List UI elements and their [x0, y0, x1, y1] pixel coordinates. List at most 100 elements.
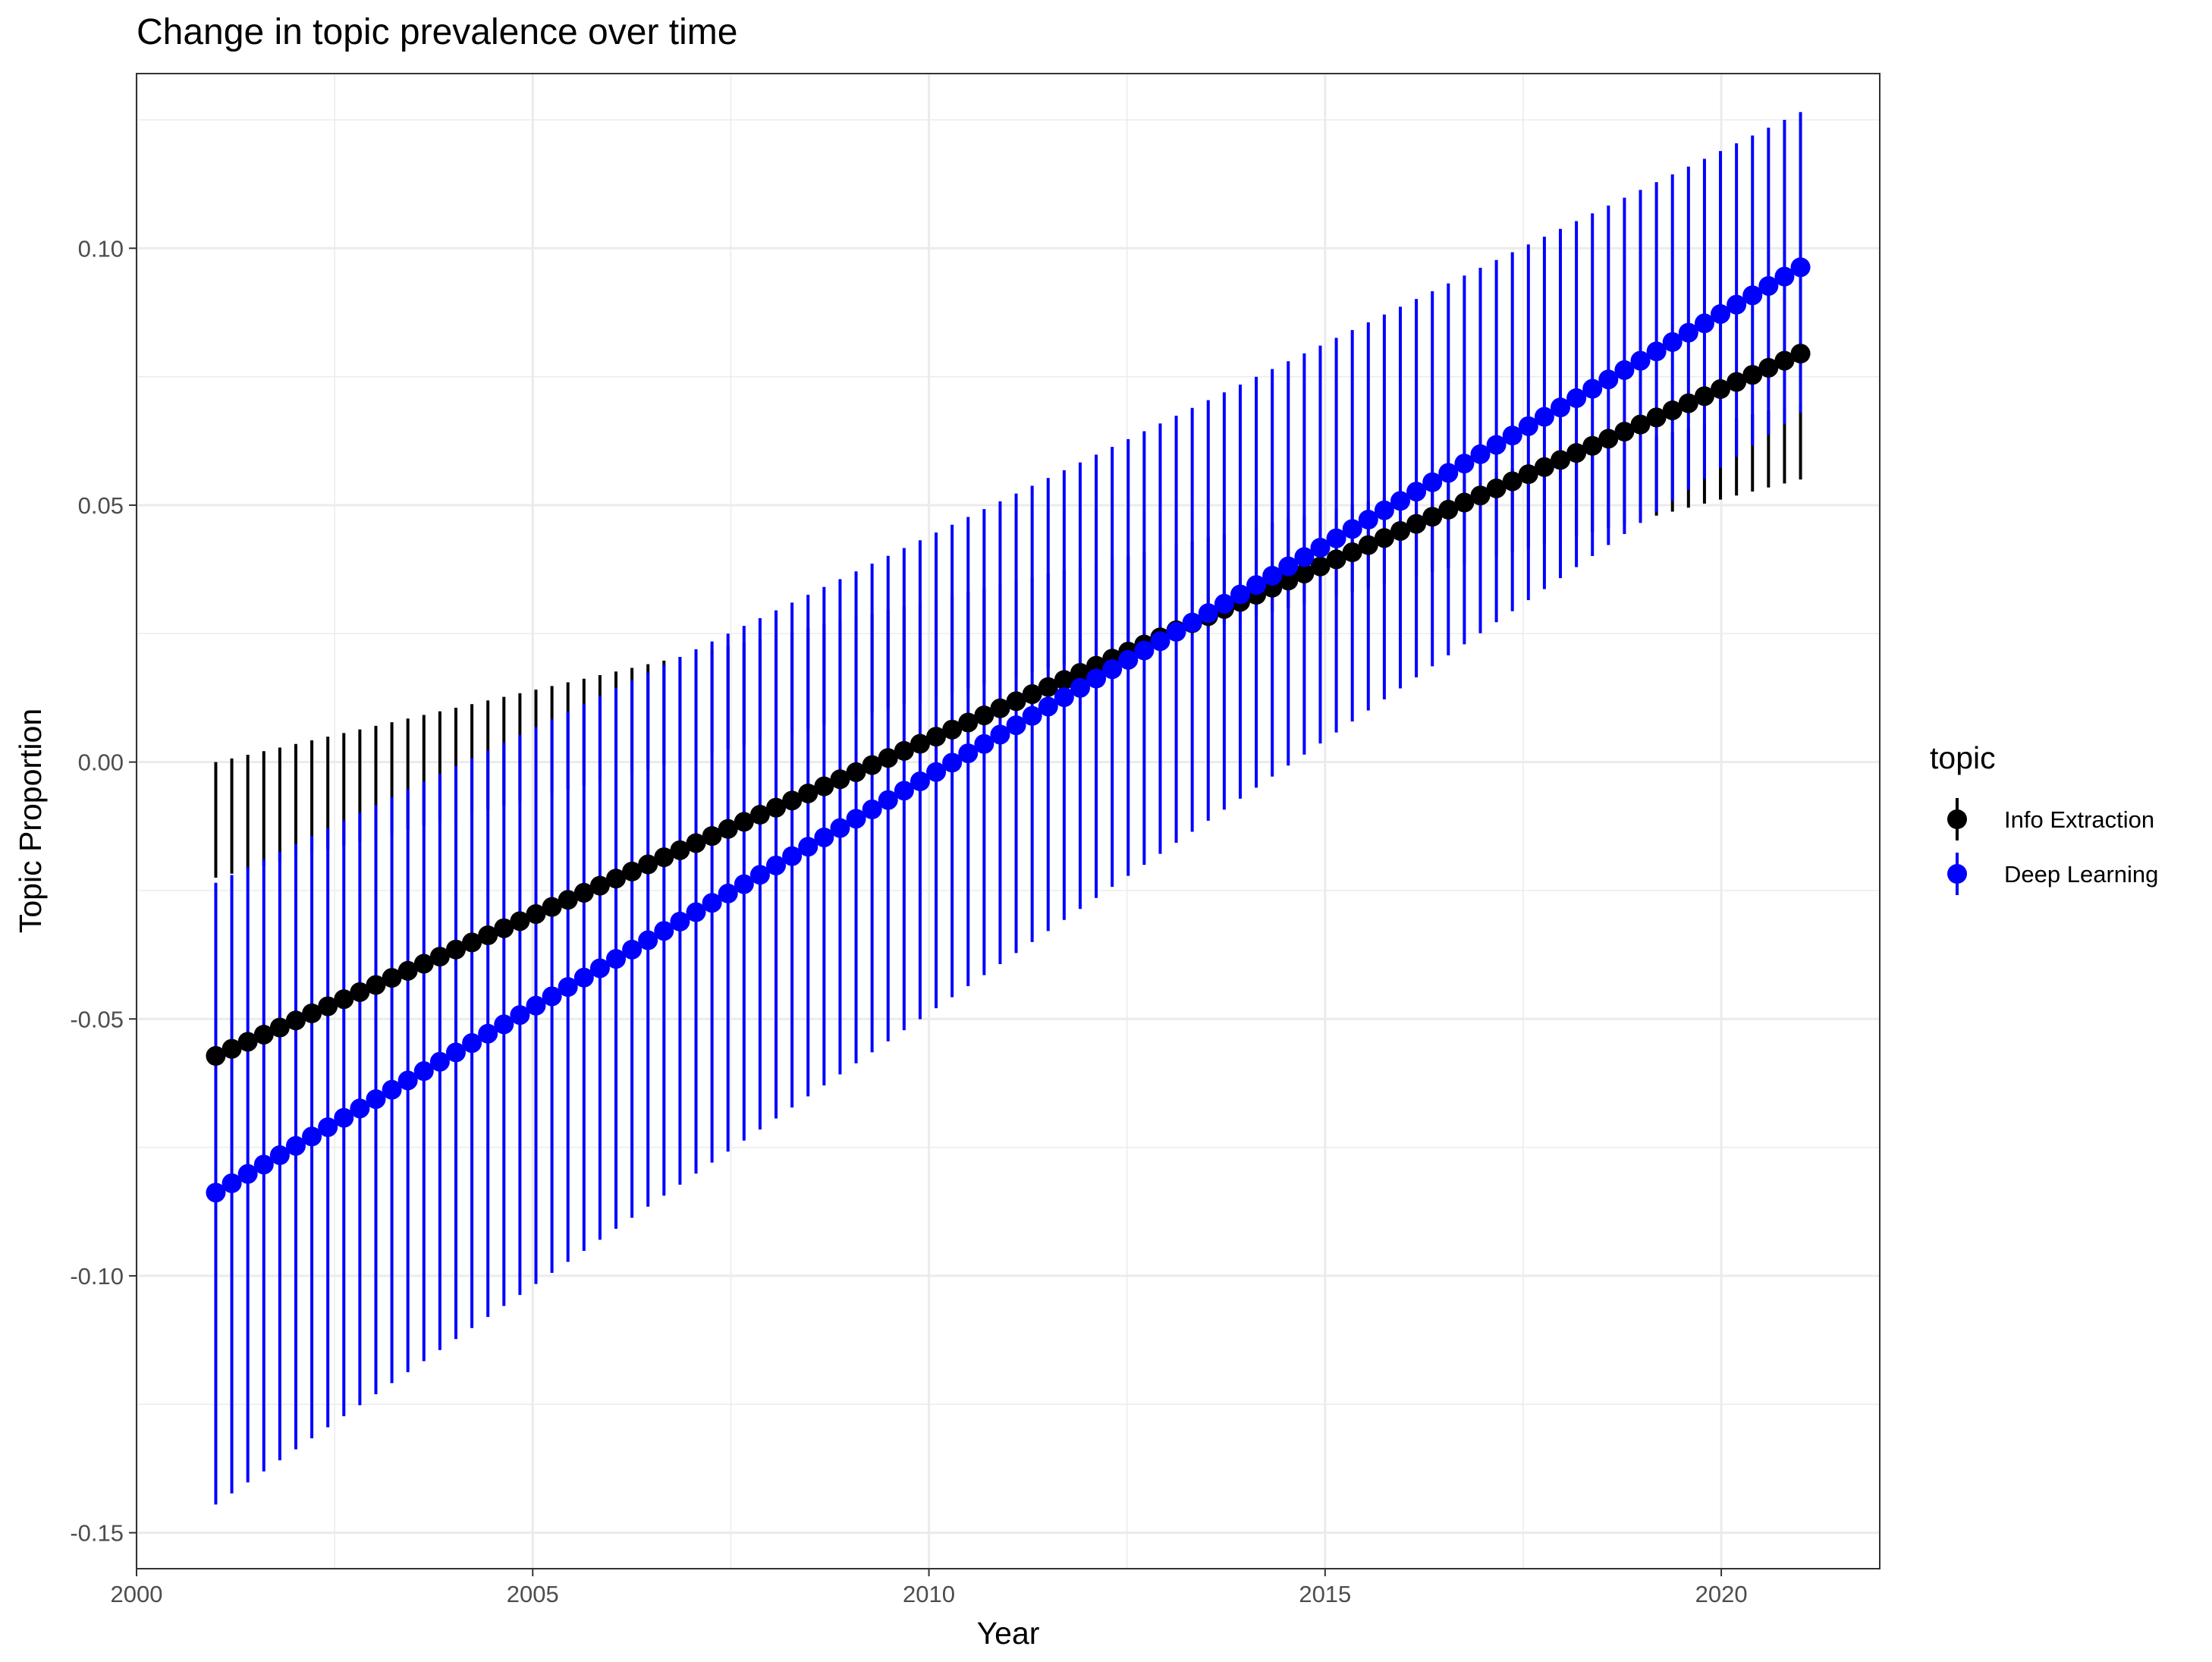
data-point: [1486, 435, 1507, 455]
x-tick-label: 2000: [111, 1581, 163, 1607]
data-point: [1774, 266, 1795, 287]
data-point: [910, 734, 930, 754]
data-point: [1294, 564, 1315, 584]
y-tick-label: 0.05: [78, 492, 124, 519]
data-point: [1182, 612, 1202, 633]
data-point: [1678, 393, 1698, 413]
data-point: [654, 921, 674, 941]
legend-label: Info Extraction: [2004, 806, 2154, 833]
data-point: [1598, 429, 1619, 449]
chart-title: Change in topic prevalence over time: [137, 12, 737, 52]
data-point: [526, 995, 546, 1016]
data-point: [1566, 443, 1587, 463]
data-point: [542, 986, 562, 1007]
data-point: [510, 1005, 530, 1026]
data-point: [1742, 365, 1763, 385]
y-tick-label: 0.10: [78, 235, 124, 262]
data-point: [1230, 584, 1250, 605]
data-point: [1374, 528, 1394, 548]
data-point: [1551, 450, 1571, 470]
data-point: [1198, 603, 1218, 624]
data-point: [1326, 528, 1346, 548]
data-point: [1134, 640, 1155, 661]
data-point: [734, 874, 754, 894]
data-point: [413, 954, 434, 974]
data-point: [1614, 422, 1635, 442]
data-point: [462, 1033, 482, 1054]
data-point: [462, 932, 482, 953]
data-point: [1438, 463, 1459, 483]
data-point: [782, 846, 803, 866]
x-axis-title: Year: [977, 1616, 1040, 1651]
data-point: [1390, 491, 1410, 511]
legend-key-point: [1947, 809, 1967, 829]
data-point: [638, 930, 658, 950]
data-point: [622, 939, 643, 960]
data-point: [1166, 621, 1186, 642]
data-point: [222, 1038, 242, 1059]
data-point: [1551, 397, 1571, 418]
data-point: [397, 960, 418, 981]
data-point: [382, 968, 402, 988]
data-point: [1278, 570, 1299, 591]
x-tick-label: 2005: [507, 1581, 559, 1607]
data-point: [1006, 691, 1026, 712]
data-point: [302, 1003, 322, 1023]
data-point: [798, 837, 819, 857]
data-point: [397, 1070, 418, 1091]
data-point: [1006, 715, 1026, 736]
data-point: [1790, 344, 1811, 364]
data-point: [318, 1117, 338, 1137]
data-point: [830, 769, 850, 790]
data-point: [573, 967, 594, 988]
legend: topic Info Extraction Deep Learning: [1930, 740, 2158, 895]
data-marks: [206, 112, 1811, 1505]
legend-key-point: [1947, 864, 1967, 884]
data-point: [445, 939, 466, 960]
data-point: [1502, 471, 1522, 492]
data-point: [1278, 556, 1299, 577]
data-point: [1358, 535, 1378, 555]
data-point: [285, 1136, 306, 1156]
data-point: [974, 734, 994, 754]
data-point: [749, 805, 770, 825]
data-point: [413, 1061, 434, 1082]
data-point: [494, 1014, 514, 1035]
data-point: [1454, 492, 1475, 513]
data-point: [1294, 547, 1315, 567]
data-point: [670, 840, 690, 860]
data-point: [334, 1107, 354, 1128]
data-point: [1422, 472, 1443, 492]
data-point: [253, 1155, 274, 1175]
data-point: [1582, 379, 1603, 399]
data-point: [1022, 705, 1042, 726]
data-point: [302, 1126, 322, 1147]
data-point: [862, 800, 882, 820]
data-point: [1727, 372, 1747, 392]
data-point: [318, 996, 338, 1016]
data-point: [1454, 454, 1475, 474]
data-point: [526, 903, 546, 924]
data-point: [1102, 659, 1123, 680]
data-point: [445, 1042, 466, 1063]
data-point: [990, 724, 1010, 745]
data-point: [990, 698, 1010, 718]
data-point: [558, 890, 578, 910]
data-point: [269, 1145, 290, 1165]
data-point: [558, 977, 578, 998]
data-point: [382, 1079, 402, 1100]
legend-title: topic: [1930, 740, 1996, 775]
data-point: [350, 1098, 370, 1119]
data-point: [1342, 542, 1362, 563]
x-tick-label: 2015: [1299, 1581, 1351, 1607]
data-point: [1070, 663, 1090, 683]
data-point: [878, 748, 898, 768]
data-point: [910, 771, 930, 792]
data-point: [366, 975, 386, 995]
data-point: [654, 847, 674, 868]
y-tick-label: -0.10: [70, 1263, 124, 1290]
data-point: [718, 883, 738, 903]
legend-item: Info Extraction: [1947, 798, 2154, 840]
data-point: [1790, 257, 1811, 278]
